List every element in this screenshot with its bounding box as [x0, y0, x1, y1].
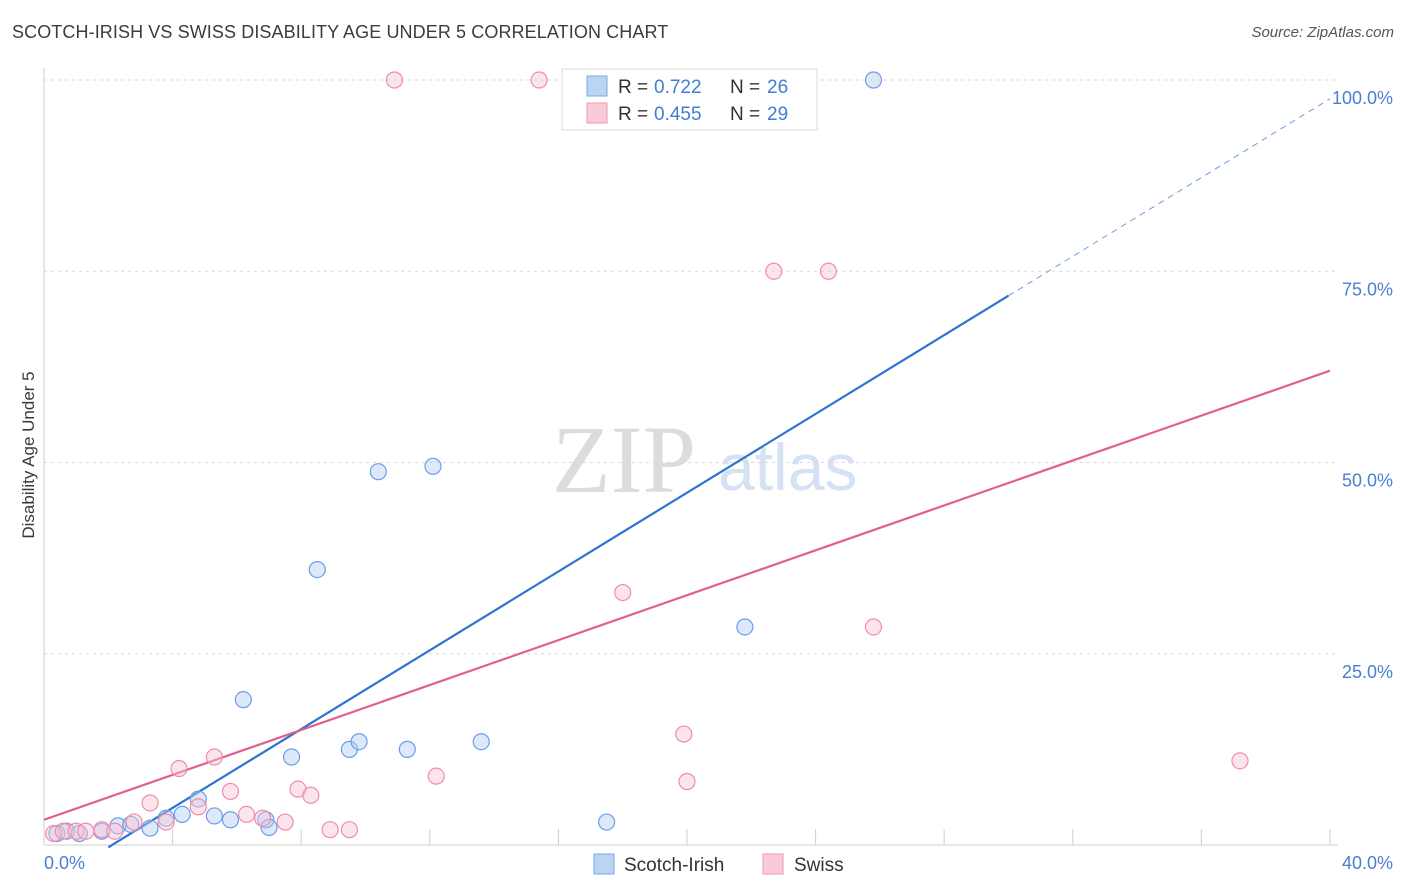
point-swiss-17 — [302, 786, 320, 804]
point-scotch-irish-7 — [157, 809, 175, 827]
point-scotch-irish-6 — [141, 819, 159, 837]
legend-r-value-swiss: 0.455 — [654, 104, 702, 125]
point-swiss-29 — [1231, 752, 1249, 770]
point-swiss-11 — [205, 748, 223, 766]
x-tick-label-min: 0.0% — [44, 853, 85, 873]
bottom-legend-label-scotch-irish: Scotch-Irish — [624, 855, 724, 876]
point-swiss-8 — [157, 813, 175, 831]
y-tick-labels: 25.0% 50.0% 75.0% 100.0% — [1332, 88, 1393, 682]
point-swiss-18 — [321, 821, 339, 839]
trend-line-scotch-irish — [107, 294, 1010, 849]
point-swiss-23 — [614, 583, 632, 602]
point-scotch-irish-16 — [308, 560, 326, 579]
point-swiss-20 — [385, 71, 404, 89]
legend-swatch-scotch-irish — [586, 75, 608, 97]
point-scotch-irish-24 — [736, 618, 754, 636]
point-swiss-10 — [189, 798, 207, 816]
point-scotch-irish-20 — [398, 740, 416, 758]
legend-r-value-scotch-irish: 0.722 — [654, 77, 702, 98]
point-swiss-27 — [819, 262, 838, 280]
trend-extension-scotch-irish — [1008, 98, 1331, 297]
point-scotch-irish-5 — [122, 815, 140, 833]
point-swiss-28 — [864, 618, 883, 636]
point-scotch-irish-8 — [173, 805, 191, 824]
point-swiss-9 — [170, 759, 188, 778]
point-swiss-2 — [67, 822, 85, 840]
bottom-legend-swatch-swiss — [762, 853, 784, 875]
point-scotch-irish-21 — [424, 457, 442, 475]
point-swiss-1 — [54, 822, 72, 840]
point-swiss-22 — [530, 71, 548, 89]
legend-r-label-1: R = — [618, 77, 648, 98]
point-scotch-irish-15 — [282, 748, 301, 766]
point-scotch-irish-11 — [221, 811, 240, 829]
watermark-zip: ZIP — [552, 406, 696, 513]
point-swiss-14 — [254, 809, 272, 827]
point-scotch-irish-14 — [260, 818, 278, 837]
y-axis-label: Disability Age Under 5 — [19, 371, 38, 538]
grid-lines — [44, 79, 1338, 655]
point-swiss-12 — [221, 782, 240, 801]
point-scotch-irish-23 — [598, 813, 616, 831]
legend-n-label-1: N = — [730, 77, 760, 98]
bottom-legend-label-swiss: Swiss — [794, 855, 844, 876]
legend-n-value-swiss: 29 — [767, 104, 788, 125]
point-swiss-21 — [427, 767, 445, 785]
chart-title: SCOTCH-IRISH VS SWISS DISABILITY AGE UND… — [12, 22, 669, 42]
trend-lines — [43, 98, 1331, 849]
y-tick-label-75: 75.0% — [1342, 279, 1393, 299]
point-scotch-irish-10 — [205, 807, 223, 825]
legend-n-label-2: N = — [730, 104, 760, 125]
y-tick-label-25: 25.0% — [1342, 662, 1393, 682]
data-points — [45, 71, 1249, 843]
point-scotch-irish-18 — [350, 733, 368, 751]
point-swiss-4 — [93, 821, 111, 839]
trend-line-swiss — [43, 369, 1331, 821]
point-scotch-irish-25 — [864, 71, 883, 89]
point-swiss-26 — [765, 262, 783, 280]
point-scotch-irish-22 — [472, 733, 490, 751]
x-tick-marks — [43, 829, 1331, 845]
bottom-legend-swatch-scotch-irish — [593, 853, 615, 875]
point-swiss-15 — [276, 813, 294, 831]
legend-r-label-2: R = — [618, 104, 648, 125]
point-swiss-7 — [141, 794, 159, 812]
point-swiss-24 — [675, 725, 693, 743]
point-swiss-3 — [77, 822, 95, 840]
point-swiss-6 — [125, 813, 143, 831]
y-tick-label-100: 100.0% — [1332, 88, 1393, 108]
stats-legend: R = 0.722 N = 26 R = 0.455 N = 29 — [561, 68, 818, 131]
source-label: Source: ZipAtlas.com — [1251, 24, 1394, 41]
legend-n-value-scotch-irish: 26 — [767, 77, 788, 98]
point-swiss-13 — [237, 805, 256, 824]
point-swiss-25 — [678, 772, 696, 791]
point-scotch-irish-12 — [234, 691, 252, 709]
x-tick-label-max: 40.0% — [1342, 853, 1393, 873]
legend-swatch-swiss — [586, 102, 608, 124]
point-swiss-5 — [106, 822, 124, 840]
watermark-atlas: atlas — [718, 430, 857, 504]
point-scotch-irish-19 — [369, 463, 387, 481]
point-swiss-19 — [340, 821, 359, 839]
point-scotch-irish-4 — [109, 817, 127, 835]
series-legend: Scotch-Irish Swiss — [593, 853, 844, 876]
y-tick-label-50: 50.0% — [1342, 471, 1393, 491]
